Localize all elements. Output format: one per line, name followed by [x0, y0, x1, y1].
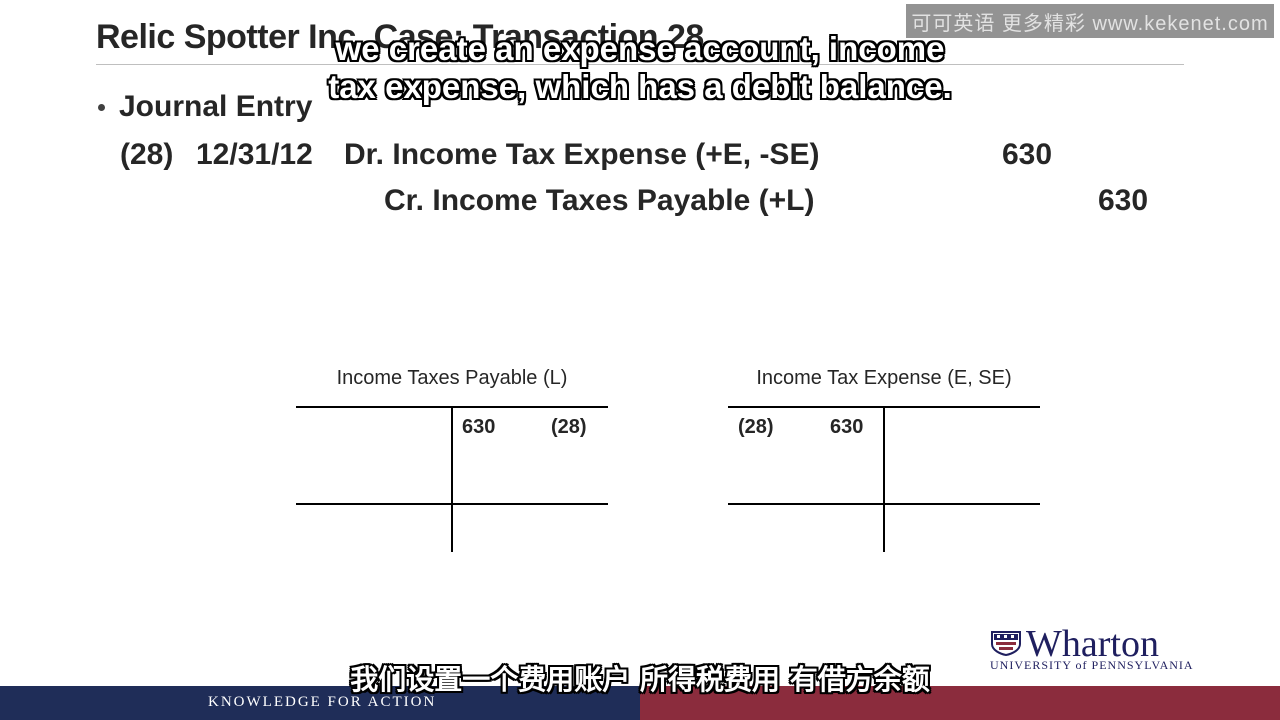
t-account-credit-amount: 630 — [462, 416, 496, 438]
t-account-label: Income Tax Expense (E, SE) — [756, 367, 1012, 389]
entry-debit-amount: 630 — [1002, 138, 1053, 171]
entry-number: (28) — [120, 138, 174, 171]
t-account-credit-ref: (28) — [551, 416, 587, 438]
t-account-debit-amount: 630 — [830, 416, 864, 438]
entry-credit-amount: 630 — [1098, 184, 1149, 217]
bullet-journal-entry: Journal Entry — [98, 90, 312, 124]
entry-credit-line: Cr. Income Taxes Payable (+L) — [384, 184, 815, 217]
footer-tagline: KNOWLEDGE FOR ACTION — [208, 694, 437, 710]
subtitle-english-line1: we create an expense account, income — [335, 30, 945, 67]
entry-debit-line: Dr. Income Tax Expense (+E, -SE) — [344, 138, 820, 171]
bullet-dot-icon — [98, 103, 105, 111]
subtitle-english-line2: tax expense, which has a debit balance. — [328, 68, 952, 105]
t-account-center-line — [883, 406, 885, 552]
slide-title: Relic Spotter Inc. Case: Transaction 28 — [96, 18, 704, 56]
footer-navy-bar — [0, 686, 640, 720]
t-account-total-line — [728, 503, 1040, 505]
title-divider — [96, 64, 1184, 65]
wharton-logo-subtitle: UNIVERSITY of PENNSYLVANIA — [990, 658, 1194, 672]
watermark: 可可英语 更多精彩 www.kekenet.com — [906, 4, 1274, 38]
wharton-logo-word: Wharton — [1026, 623, 1159, 665]
footer-maroon-bar — [640, 686, 1280, 720]
t-account-center-line — [451, 406, 453, 552]
t-account-total-line — [296, 503, 608, 505]
subtitle-chinese: 我们设置一个费用账户 所得税费用 有借方余额 — [350, 663, 930, 696]
t-account-debit-ref: (28) — [738, 416, 774, 438]
t-account-label: Income Taxes Payable (L) — [336, 367, 568, 389]
wharton-shield-icon — [991, 631, 1021, 656]
entry-date: 12/31/12 — [196, 138, 313, 171]
bullet-label: Journal Entry — [119, 90, 313, 123]
